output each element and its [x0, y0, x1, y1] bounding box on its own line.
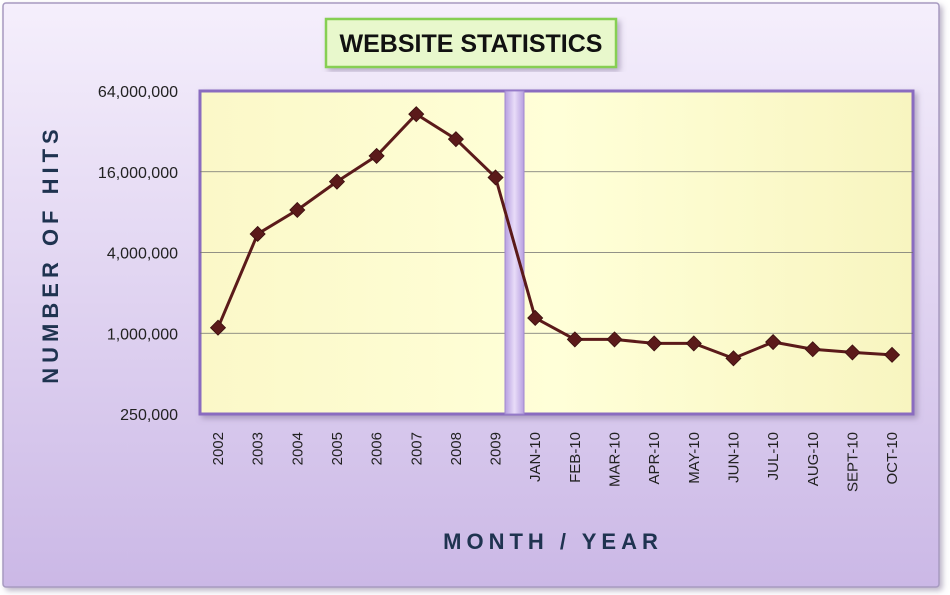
x-tick-label: 2003	[250, 432, 267, 465]
y-tick-label: 64,000,000	[98, 84, 178, 101]
y-axis-label: NUMBER OF HITS	[38, 124, 63, 383]
data-point-marker	[725, 350, 742, 367]
x-tick-label: 2006	[369, 432, 386, 465]
x-axis-label: MONTH / YEAR	[443, 529, 663, 554]
x-tick-label: JUL-10	[765, 432, 782, 480]
x-tick-label: 2007	[408, 432, 425, 465]
data-point-marker	[487, 169, 504, 186]
x-tick-label: AUG-10	[805, 432, 822, 486]
data-point-marker	[685, 335, 702, 352]
y-tick-label: 4,000,000	[107, 246, 178, 263]
data-point-marker	[328, 173, 346, 190]
data-point-marker	[765, 333, 782, 351]
data-point-marker	[408, 106, 425, 123]
data-point-marker	[646, 335, 663, 352]
y-tick-label: 16,000,000	[98, 165, 178, 182]
series-1	[209, 106, 901, 367]
x-tick-label: SEPT-10	[844, 432, 861, 492]
x-tick-label: JUN-10	[725, 432, 742, 483]
x-tick-label: APR-10	[646, 432, 663, 485]
data-point-marker	[368, 147, 385, 164]
data-point-marker	[249, 225, 266, 243]
x-axis-ticks: 2002 2003 2004 2005 2006 2007 2008 2009 JAN-10 FE…	[210, 432, 901, 492]
data-point-marker	[209, 319, 227, 336]
gridlines	[200, 171, 913, 334]
x-tick-label: 2005	[329, 432, 346, 465]
data-point-marker	[447, 131, 464, 148]
y-tick-label: 250,000	[120, 407, 178, 424]
chart-title: WEBSITE STATISTICS	[340, 30, 603, 58]
x-tick-label: 2002	[210, 432, 227, 465]
data-point-marker	[804, 341, 821, 358]
x-tick-label: 2004	[289, 432, 306, 465]
data-point-marker	[527, 309, 544, 327]
x-tick-label: OCT-10	[884, 432, 901, 485]
data-point-marker	[844, 344, 861, 361]
data-point-marker	[566, 331, 583, 348]
data-point-marker	[289, 201, 306, 219]
x-tick-label: 2008	[448, 432, 465, 465]
x-tick-label: JAN-10	[527, 432, 544, 482]
y-tick-label: 1,000,000	[107, 326, 178, 343]
x-tick-label: FEB-10	[567, 432, 584, 483]
data-point-marker	[883, 346, 901, 363]
x-tick-label: 2009	[488, 432, 505, 465]
x-tick-label: MAR-10	[607, 432, 624, 487]
y-axis-ticks: 64,000,000 16,000,000 4,000,000 1,000,000 25…	[98, 84, 178, 424]
data-point-marker	[606, 331, 623, 348]
x-tick-label: MAY-10	[686, 432, 703, 484]
title-box: WEBSITE STATISTICS	[324, 17, 618, 69]
period-divider	[504, 90, 525, 415]
